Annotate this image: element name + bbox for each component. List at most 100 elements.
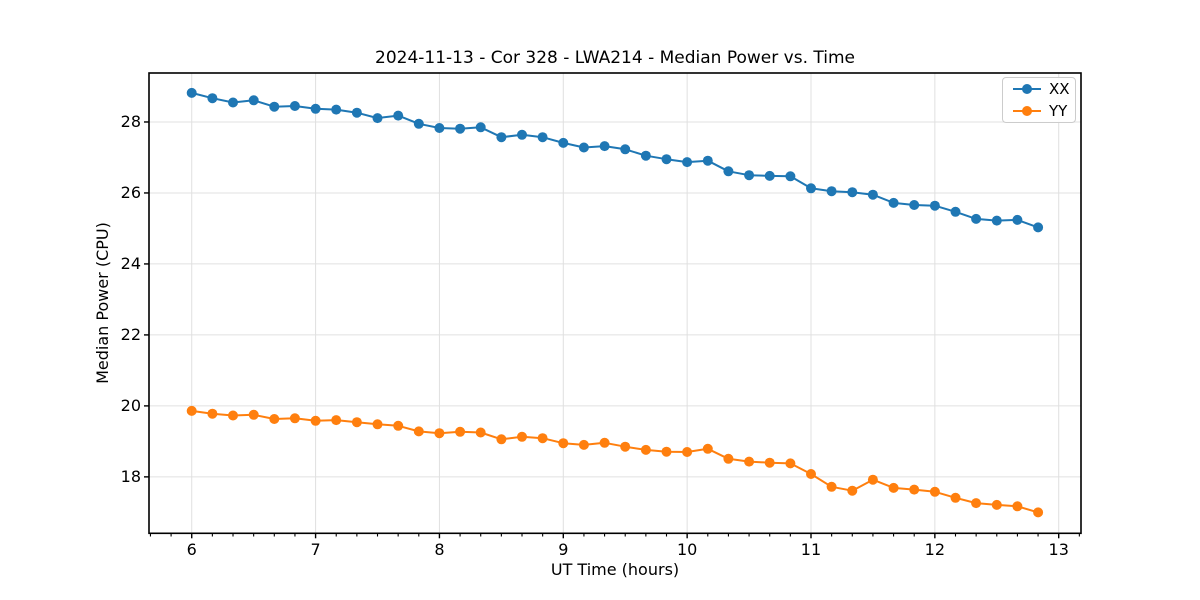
x-tick-label: 6 xyxy=(186,540,197,559)
series-xx-point xyxy=(351,107,362,118)
series-yy-point xyxy=(950,492,961,503)
x-tick-label: 7 xyxy=(310,540,321,559)
series-xx-point xyxy=(991,215,1002,226)
series-xx-point xyxy=(269,101,280,112)
series-yy-point xyxy=(826,481,837,492)
series-yy-point xyxy=(723,453,734,464)
series-xx-point xyxy=(228,97,238,108)
series-xx-point xyxy=(558,137,569,148)
x-tick-label: 10 xyxy=(676,540,698,559)
series-xx-point xyxy=(806,183,816,194)
series-xx-point xyxy=(909,200,920,210)
series-xx-point xyxy=(496,132,507,143)
series-yy-point xyxy=(682,447,693,457)
series-yy-point xyxy=(186,405,197,416)
x-axis-label: UT Time (hours) xyxy=(550,560,680,579)
series-xx-point xyxy=(702,155,713,166)
legend-label-xx: XX xyxy=(1049,80,1070,99)
series-yy-point xyxy=(764,457,775,468)
series-yy-point xyxy=(517,431,527,442)
series-yy-point xyxy=(929,486,940,497)
series-xx-point xyxy=(847,187,858,198)
series-yy-point xyxy=(413,426,424,437)
series-xx-point xyxy=(331,104,342,115)
series-xx-point xyxy=(393,110,404,121)
legend-item-xx: XX xyxy=(1003,79,1075,100)
series-yy-point xyxy=(372,419,383,430)
series-yy-point xyxy=(496,434,507,445)
series-xx-point xyxy=(888,197,899,208)
y-tick-label: 28 xyxy=(120,111,141,131)
x-tick-label: 12 xyxy=(924,540,946,559)
series-xx-point xyxy=(826,186,837,197)
series-xx-point xyxy=(248,95,259,106)
y-tick-label: 24 xyxy=(120,253,141,273)
series-xx-point xyxy=(413,118,424,129)
series-xx-point xyxy=(929,200,940,211)
x-tick-label: 11 xyxy=(800,540,822,559)
series-xx-point xyxy=(950,206,961,217)
series-yy-point xyxy=(991,499,1002,510)
series-yy-point xyxy=(434,428,445,439)
series-yy-point xyxy=(909,484,920,495)
series-yy-line xyxy=(191,409,1039,514)
series-yy-point xyxy=(331,415,342,426)
y-tick-label: 18 xyxy=(120,466,141,486)
legend-sample-yy-icon xyxy=(1013,105,1041,116)
y-axis-label: Median Power (CPU) xyxy=(93,222,112,384)
series-xx-point xyxy=(723,166,734,177)
series-yy-point xyxy=(558,438,569,449)
series-yy-point xyxy=(1033,507,1044,518)
series-yy-point xyxy=(661,446,672,457)
series-yy-point xyxy=(537,433,548,444)
series-xx-point xyxy=(661,154,672,165)
legend-item-yy: YY xyxy=(1003,101,1075,122)
series-yy-point xyxy=(248,409,259,420)
series-yy-point xyxy=(744,456,755,467)
series-xx-point xyxy=(1012,214,1023,225)
series-yy-point xyxy=(207,408,218,419)
series-xx-point xyxy=(744,170,755,181)
series-xx-point xyxy=(434,123,445,133)
series-xx-point xyxy=(764,170,775,181)
axes-frame xyxy=(148,72,1082,535)
series-yy-point xyxy=(310,415,321,426)
y-tick-label: 26 xyxy=(120,182,141,202)
series-yy-point xyxy=(1012,501,1023,512)
x-tick-label: 8 xyxy=(434,540,445,559)
series-yy-point xyxy=(228,410,238,421)
series-yy-point xyxy=(847,485,858,496)
series-xx-point xyxy=(289,101,300,111)
x-tick-label: 9 xyxy=(558,540,569,559)
series-yy-point xyxy=(578,439,589,450)
series-yy-point xyxy=(971,498,982,509)
series-yy-point xyxy=(393,420,404,431)
series-yy-point xyxy=(455,426,466,437)
series-xx-point xyxy=(186,87,197,98)
series-yy-point xyxy=(640,444,651,455)
series-xx-point xyxy=(867,189,878,200)
series-xx-point xyxy=(207,93,218,104)
series-xx-point xyxy=(475,122,486,133)
series-yy-point xyxy=(289,413,300,424)
series-xx-point xyxy=(682,157,693,168)
series-xx-point xyxy=(1033,222,1044,233)
series-yy-point xyxy=(806,469,816,479)
series-yy-point xyxy=(269,414,280,424)
series-xx-point xyxy=(620,144,631,155)
y-tick-label: 22 xyxy=(120,324,141,344)
series-xx-point xyxy=(599,141,610,152)
series-xx-point xyxy=(537,132,548,143)
series-xx-point xyxy=(310,103,321,114)
series-yy-point xyxy=(475,427,486,438)
series-xx-point xyxy=(785,171,796,182)
series-yy-point xyxy=(599,437,610,448)
series-yy-point xyxy=(867,474,878,485)
series-xx-point xyxy=(578,142,589,153)
legend-sample-xx-icon xyxy=(1013,84,1041,95)
series-xx-point xyxy=(517,129,527,140)
series-yy-point xyxy=(702,443,713,454)
series-xx-point xyxy=(372,113,383,124)
